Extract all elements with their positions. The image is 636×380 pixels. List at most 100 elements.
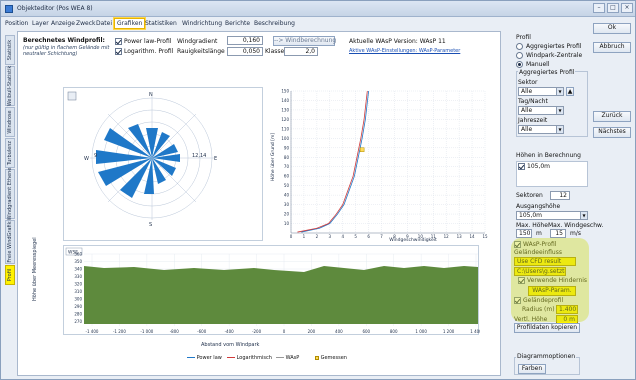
verwende-checkbox[interactable] [518, 277, 525, 284]
tagnacht-select[interactable]: Alle ▼ [518, 106, 564, 115]
radio-aggregiert[interactable] [516, 43, 523, 50]
rose-label-e: E [214, 156, 217, 162]
close-button[interactable]: × [621, 3, 633, 13]
radio-windpark-label: Windpark-Zentrale [526, 52, 583, 59]
terrain-area [84, 266, 478, 324]
y-tick-label: 140 [281, 98, 289, 103]
menu-windrichtung[interactable]: Windrichtung [182, 20, 223, 27]
menu-berichte[interactable]: Berichte [225, 20, 251, 27]
rose-toggle-icon [67, 91, 77, 101]
elev-x-tick: 800 [390, 329, 398, 334]
power-law-checkbox[interactable] [115, 38, 122, 45]
minimize-button[interactable]: – [593, 3, 605, 13]
rauhigkeit-input[interactable]: 0,050 [227, 47, 263, 56]
wasp-version: Aktuelle WAsP Version: WAsP 11 [349, 38, 446, 45]
menu-layer[interactable]: Layer [32, 20, 49, 27]
ausgangshoehe-label: Ausgangshöhe [516, 203, 561, 210]
rose-label-w: W [84, 156, 89, 162]
ausgangshoehe-select[interactable]: 105,0m ▼ [516, 211, 588, 220]
legend-power-law: Power law [187, 355, 222, 361]
side-tab-weibull[interactable]: Weibull-Statistik [5, 65, 15, 107]
app-icon [5, 5, 13, 13]
y-tick-label: 40 [284, 193, 290, 198]
max-hoehe-input[interactable]: 150 [516, 229, 532, 238]
gelaendeprofil-label: Geländeprofil [523, 297, 564, 304]
verwende-label: Verwende Hindernis [527, 277, 588, 284]
windberechnung-button[interactable]: --> Windberechnung [273, 36, 337, 46]
sektor-up-button[interactable]: ▲ [566, 87, 574, 96]
power-law-label: Power law-Profil [124, 38, 172, 45]
x-tick-label: 13 [457, 234, 463, 239]
radio-windpark[interactable] [516, 52, 523, 59]
wasp-settings-link[interactable]: Aktive WAsP-Einstellungen: WAsP-Paramete… [349, 48, 461, 54]
side-tab-profil[interactable]: Profil [5, 265, 15, 285]
wasp-param-button[interactable]: WAsP-Param. [528, 286, 576, 296]
wasp-profil-checkbox[interactable] [514, 241, 521, 248]
log-profile-checkbox[interactable] [115, 48, 122, 55]
hoehen-item-checkbox[interactable] [518, 163, 525, 170]
y-tick-label: 60 [284, 174, 290, 179]
elev-x-tick: -1 000 [140, 329, 153, 334]
sektoren-label: Sektoren [516, 192, 543, 199]
elev-y-tick: 280 [74, 312, 82, 317]
radio-manuell[interactable] [516, 61, 523, 68]
ok-button[interactable]: Ok [593, 23, 631, 34]
radio-manuell-label: Manuell [526, 61, 550, 68]
side-tab-turbulenz[interactable]: Turbulenz [5, 138, 15, 168]
max-wind-input[interactable]: 15 [550, 229, 566, 238]
side-tab-freie-windgrafik[interactable]: Freie WindGrafik [5, 220, 15, 264]
elevation-box [65, 247, 83, 256]
abbruch-button[interactable]: Abbruch [593, 42, 631, 53]
sektor-select[interactable]: Alle ▼ [518, 87, 564, 96]
chevron-down-icon: ▼ [556, 88, 563, 95]
rose-sector [104, 128, 152, 158]
profildaten-button[interactable]: Profildaten kopieren [514, 323, 580, 333]
gelaendeeinfluss-label: Geländeeinfluss [514, 249, 562, 256]
y-tick-label: 20 [284, 212, 290, 217]
cfd-select[interactable]: Use CFD result [514, 257, 576, 266]
profile-chart-y-label: Höhe über Grund [m] [270, 133, 276, 181]
vertl-label: Vertl. Höhe [514, 316, 548, 323]
x-tick-label: 12 [444, 234, 450, 239]
x-tick-label: 4 [341, 234, 344, 239]
rose-sector [144, 158, 154, 194]
naechstes-button[interactable]: Nächstes [593, 127, 631, 138]
farben-button[interactable]: Farben [518, 364, 546, 374]
menu-statistiken[interactable]: Statistiken [145, 20, 177, 27]
elevation-chart: WSE 360 350 340 330 320 310 300 290 280 270 -1 40… [65, 247, 482, 334]
sektor-label: Sektor [518, 79, 538, 86]
hoehen-list[interactable] [516, 161, 588, 187]
menu-anzeige[interactable]: Anzeige [51, 20, 75, 27]
hoehen-label: Höhen in Berechnung [516, 152, 581, 159]
side-tab-windrose[interactable]: Windrose [5, 107, 15, 137]
profile-chart-series [297, 90, 369, 233]
menu-zweck[interactable]: Zweck [76, 20, 96, 27]
side-tab-windgradient[interactable]: Windgradient Ethene [5, 167, 15, 221]
side-tab-strip: Statistik Weibull-Statistik Windrose Tur… [5, 35, 15, 285]
maximize-button[interactable]: □ [607, 3, 619, 13]
x-tick-label: 2 [316, 234, 319, 239]
menu-position[interactable]: Position [5, 20, 29, 27]
menu-grafiken[interactable]: Grafiken [114, 18, 146, 29]
elev-y-tick: 360 [74, 252, 82, 257]
profile-chart-grid [290, 90, 486, 234]
side-tab-statistik[interactable]: Statistik [5, 35, 15, 65]
elev-x-tick: 1 200 [443, 329, 455, 334]
rose-sector [152, 158, 166, 184]
radius-input[interactable]: 1.400 [556, 305, 578, 314]
zurueck-button[interactable]: Zurück [593, 111, 631, 122]
jahreszeit-select[interactable]: Alle ▼ [518, 125, 564, 134]
sektoren-input[interactable]: 12 [550, 191, 570, 200]
klasse-input[interactable]: 2,0 [284, 47, 318, 56]
rose-sector-label-left: 9 [94, 153, 97, 159]
usergesetzt-input[interactable]: C:\Users\g.setzte\... [514, 267, 566, 276]
profile-chart-x-label: Windgeschwindigkeit [389, 237, 437, 243]
rose-sector [96, 150, 152, 164]
rose-sector [152, 158, 176, 176]
hoehen-item-label: 105,0m [527, 163, 551, 170]
gelaendeprofil-checkbox[interactable] [514, 297, 521, 304]
elev-x-tick: -1 400 [86, 329, 99, 334]
menu-beschreibung[interactable]: Beschreibung [254, 20, 295, 27]
menu-datei[interactable]: Datei [96, 20, 113, 27]
windgradient-input[interactable]: 0,160 [227, 36, 263, 45]
